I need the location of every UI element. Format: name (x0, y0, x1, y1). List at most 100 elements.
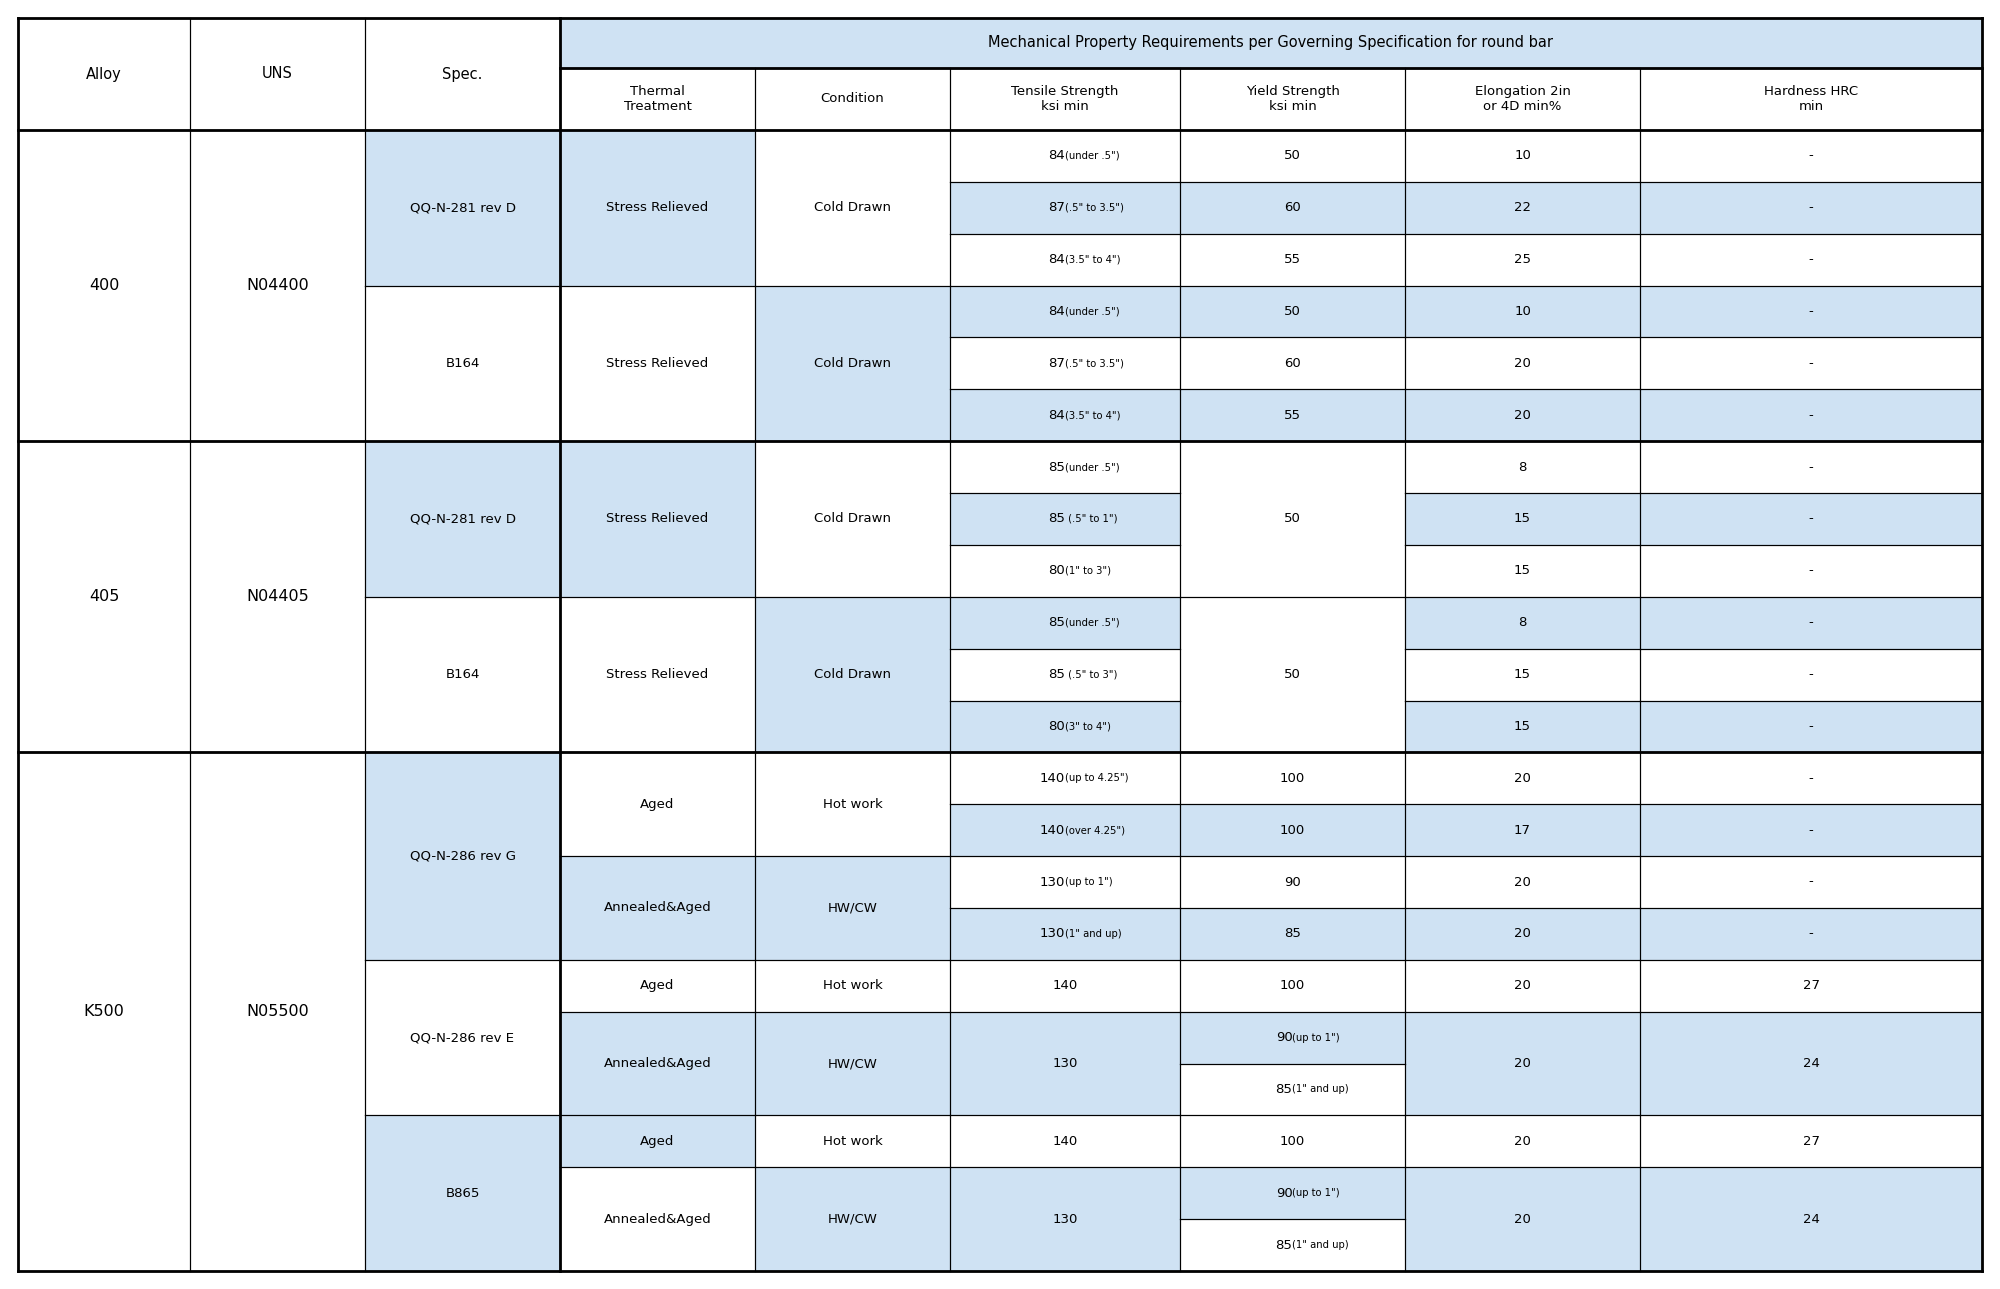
Text: -: - (1808, 201, 1814, 214)
Text: 27: 27 (1802, 980, 1820, 993)
Text: 55: 55 (1284, 409, 1300, 422)
Text: 84: 84 (1048, 150, 1064, 162)
Text: 8: 8 (1518, 616, 1526, 629)
Bar (560, 130, 756, 286)
Text: N04405: N04405 (246, 589, 308, 605)
Bar (1640, 856, 1982, 907)
Text: -: - (1808, 513, 1814, 526)
Text: Cold Drawn: Cold Drawn (814, 513, 892, 526)
Text: (under .5"): (under .5") (1064, 307, 1120, 317)
Bar (1640, 1168, 1982, 1271)
Bar (1640, 1115, 1982, 1168)
Bar (950, 494, 1180, 545)
Bar (364, 441, 560, 597)
Bar (950, 441, 1180, 494)
Bar (756, 130, 950, 286)
Text: 140: 140 (1052, 980, 1078, 993)
Bar (560, 1012, 756, 1115)
Text: 15: 15 (1514, 721, 1532, 733)
Text: Aged: Aged (640, 1134, 674, 1147)
Bar (950, 1115, 1180, 1168)
Text: 27: 27 (1802, 1134, 1820, 1147)
Text: 80: 80 (1048, 721, 1064, 733)
Text: 100: 100 (1280, 824, 1306, 837)
Text: 100: 100 (1280, 772, 1306, 785)
Text: -: - (1808, 305, 1814, 318)
Text: 130: 130 (1052, 1057, 1078, 1070)
Text: 85: 85 (1276, 1239, 1292, 1252)
Text: Aged: Aged (640, 798, 674, 811)
Text: 100: 100 (1280, 1134, 1306, 1147)
Bar (950, 960, 1180, 1012)
Text: Stress Relieved: Stress Relieved (606, 513, 708, 526)
Text: 22: 22 (1514, 201, 1532, 214)
Bar (756, 1115, 950, 1168)
Bar (1180, 338, 1404, 389)
Text: (up to 1"): (up to 1") (1064, 877, 1112, 887)
Bar (1404, 648, 1640, 700)
Bar (1404, 1168, 1640, 1271)
Text: Stress Relieved: Stress Relieved (606, 357, 708, 370)
Bar (756, 753, 950, 856)
Text: 50: 50 (1284, 513, 1300, 526)
Bar (1640, 545, 1982, 597)
Bar (1640, 441, 1982, 494)
Text: B865: B865 (446, 1187, 480, 1200)
Bar (1180, 1168, 1404, 1219)
Bar (756, 286, 950, 441)
Text: HW/CW: HW/CW (828, 901, 878, 914)
Bar (364, 753, 560, 960)
Bar (1180, 286, 1404, 338)
Text: K500: K500 (84, 1004, 124, 1020)
Bar (950, 597, 1180, 648)
Bar (364, 960, 560, 1115)
Text: 140: 140 (1040, 824, 1064, 837)
Bar (756, 441, 950, 597)
Bar (756, 68, 950, 130)
Bar (18, 753, 190, 1271)
Text: (.5" to 1"): (.5" to 1") (1064, 514, 1118, 523)
Text: 24: 24 (1802, 1057, 1820, 1070)
Text: 85: 85 (1048, 616, 1064, 629)
Text: 84: 84 (1048, 409, 1064, 422)
Text: -: - (1808, 875, 1814, 888)
Text: 130: 130 (1052, 1213, 1078, 1226)
Text: 20: 20 (1514, 772, 1530, 785)
Bar (560, 441, 756, 597)
Bar (756, 597, 950, 753)
Text: B164: B164 (446, 357, 480, 370)
Text: 55: 55 (1284, 253, 1300, 266)
Bar (190, 441, 364, 753)
Bar (1640, 1012, 1982, 1115)
Bar (1404, 804, 1640, 856)
Text: -: - (1808, 616, 1814, 629)
Text: 84: 84 (1048, 305, 1064, 318)
Bar (950, 648, 1180, 700)
Bar (364, 130, 560, 286)
Bar (1404, 753, 1640, 804)
Bar (950, 856, 1180, 907)
Text: -: - (1808, 668, 1814, 681)
Bar (1640, 597, 1982, 648)
Text: Thermal
Treatment: Thermal Treatment (624, 85, 692, 113)
Bar (1180, 130, 1404, 182)
Bar (950, 545, 1180, 597)
Bar (190, 753, 364, 1271)
Text: -: - (1808, 409, 1814, 422)
Text: Hardness HRC
min: Hardness HRC min (1764, 85, 1858, 113)
Bar (1404, 338, 1640, 389)
Text: -: - (1808, 150, 1814, 162)
Bar (1180, 804, 1404, 856)
Text: 400: 400 (88, 278, 120, 293)
Bar (1404, 130, 1640, 182)
Text: 90: 90 (1276, 1031, 1292, 1044)
Bar (1404, 960, 1640, 1012)
Bar (1180, 389, 1404, 441)
Text: B164: B164 (446, 668, 480, 681)
Text: HW/CW: HW/CW (828, 1213, 878, 1226)
Bar (950, 68, 1180, 130)
Bar (560, 597, 756, 753)
Text: 85: 85 (1048, 668, 1064, 681)
Text: -: - (1808, 357, 1814, 370)
Text: 20: 20 (1514, 1213, 1530, 1226)
